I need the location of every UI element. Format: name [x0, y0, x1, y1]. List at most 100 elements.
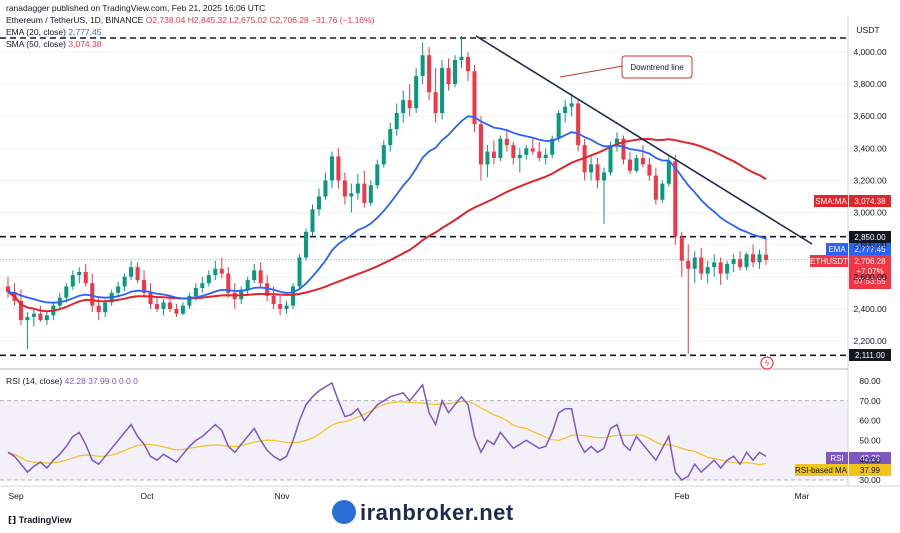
time-tick-label: Nov [274, 491, 290, 501]
candle-body [627, 159, 632, 171]
rsi-tag-label: RSI [830, 454, 843, 463]
rsi-ticks: 80.00 70.00 60.00 50.00 40.00 30.00 [859, 376, 881, 485]
candle-body [744, 254, 749, 268]
candle-body [511, 145, 516, 158]
candle-body [83, 271, 88, 284]
price-unit: USDT [856, 25, 879, 35]
candle-body [206, 275, 211, 284]
candle-body [116, 286, 121, 293]
rsi-legend-label: RSI (14, close) [6, 376, 63, 386]
level-2850-tag-bg [849, 231, 891, 243]
candle-body [180, 305, 185, 314]
watermark: iranbroker.net [360, 500, 514, 525]
candle-body [258, 270, 263, 284]
ema-tag-label: EMA [828, 245, 846, 254]
downtrend-line[interactable] [475, 35, 813, 245]
rsi-tick-label: 70.00 [859, 396, 881, 406]
candle-body [563, 106, 568, 114]
candle-body [362, 183, 367, 203]
candle-body [614, 138, 619, 146]
candle-body [692, 257, 697, 269]
symbol-text[interactable]: Ethereum / TetherUS, 1D, BINANCE [6, 15, 144, 25]
sma-legend[interactable]: SMA (50, close) 3,074.38 [6, 39, 101, 49]
rsi-ma-line[interactable] [7, 400, 767, 466]
candle-body [634, 157, 639, 171]
ema-legend-label: EMA (20, close) [6, 27, 66, 37]
candle-body [161, 302, 166, 309]
candle-body [653, 175, 658, 200]
candle-body [388, 129, 393, 146]
candle-body [621, 138, 626, 160]
candle-body [556, 113, 561, 139]
sma-tag-value: 3,074.38 [854, 197, 886, 206]
candle-body [465, 56, 470, 72]
candle-body [472, 71, 477, 125]
candle-body [757, 254, 762, 263]
rsi-ma-tag-value-bg [849, 464, 891, 476]
candle-body [342, 180, 347, 197]
candle-body [167, 302, 172, 309]
candle-body [245, 279, 250, 290]
lightning-icon[interactable] [760, 356, 774, 370]
candle-body [310, 209, 315, 232]
candle-body [679, 236, 684, 261]
candle-body [265, 283, 270, 297]
candle-body [103, 302, 108, 313]
axes: USDT [0, 16, 900, 487]
candle-body [226, 273, 231, 293]
price-tick-label: 2,600.00 [853, 272, 886, 282]
price-tags: SMA:MA 3,074.38 2,850.00 EMA 2,777.45 ET… [760, 195, 891, 476]
candle-body [355, 183, 360, 194]
price-tick-label: 3,400.00 [853, 143, 886, 153]
candle-body [155, 304, 160, 309]
candle-body [686, 260, 691, 269]
time-tick-label: Sep [8, 491, 23, 501]
rsi-tick-label: 30.00 [859, 475, 881, 485]
candle-body [647, 164, 652, 176]
ema-legend[interactable]: EMA (20, close) 2,777.45 [6, 27, 101, 37]
eth-tag-change: +7.07% [856, 267, 883, 276]
candle-body [70, 275, 75, 287]
annotation-box[interactable] [621, 55, 693, 79]
rsi-line[interactable] [7, 381, 767, 481]
level-2111-tag: 2,111.00 [855, 351, 886, 360]
candle-body [278, 304, 283, 309]
rsi-legend[interactable]: RSI (14, close) 42.28 37.99 0 0 0 0 [6, 376, 138, 386]
ema-line[interactable] [7, 115, 767, 304]
eth-tag-countdown: 07:53:55 [854, 277, 886, 286]
sma-line[interactable] [7, 137, 767, 313]
candle-body [530, 148, 535, 152]
candle-body [608, 145, 613, 173]
tradingview-logo[interactable]: ⁅⁆ TradingView [8, 515, 72, 526]
candle-body [705, 267, 710, 274]
candle-body [478, 124, 483, 165]
ohlc-text: O2,738.04 H2,845.32 L2,675.02 C2,706.28 … [145, 15, 375, 25]
symbol-line: Ethereum / TetherUS, 1D, BINANCE O2,738.… [6, 15, 374, 25]
candle-body [297, 257, 302, 287]
sma-tag-value-bg [849, 195, 891, 207]
candle-body [640, 157, 645, 165]
candle-body [576, 103, 581, 146]
price-tick-label: 2,800.00 [853, 240, 886, 250]
candle-body [25, 316, 30, 321]
candle-body [537, 151, 542, 158]
time-ticks: Sep Oct Nov Feb Mar [8, 491, 809, 501]
candle-body [187, 296, 192, 306]
candle-body [420, 55, 425, 77]
rsi-tag-value: 42.28 [860, 454, 881, 463]
rsi-tick-label: 40.00 [859, 455, 881, 465]
rsi-tick-label: 80.00 [859, 376, 881, 386]
candle-body [44, 315, 49, 321]
candle-body [602, 172, 607, 181]
annotation-text: Downtrend line [630, 63, 684, 72]
price-grid [0, 51, 848, 342]
candle-body [407, 100, 412, 109]
candle-body [174, 308, 179, 314]
candle-body [660, 183, 665, 200]
time-tick-label: Mar [795, 491, 810, 501]
candle-body [459, 56, 464, 61]
candle-body [595, 164, 600, 181]
sma-legend-label: SMA (50, close) [6, 39, 66, 49]
candle-body [673, 161, 678, 237]
candle-body [148, 292, 153, 305]
